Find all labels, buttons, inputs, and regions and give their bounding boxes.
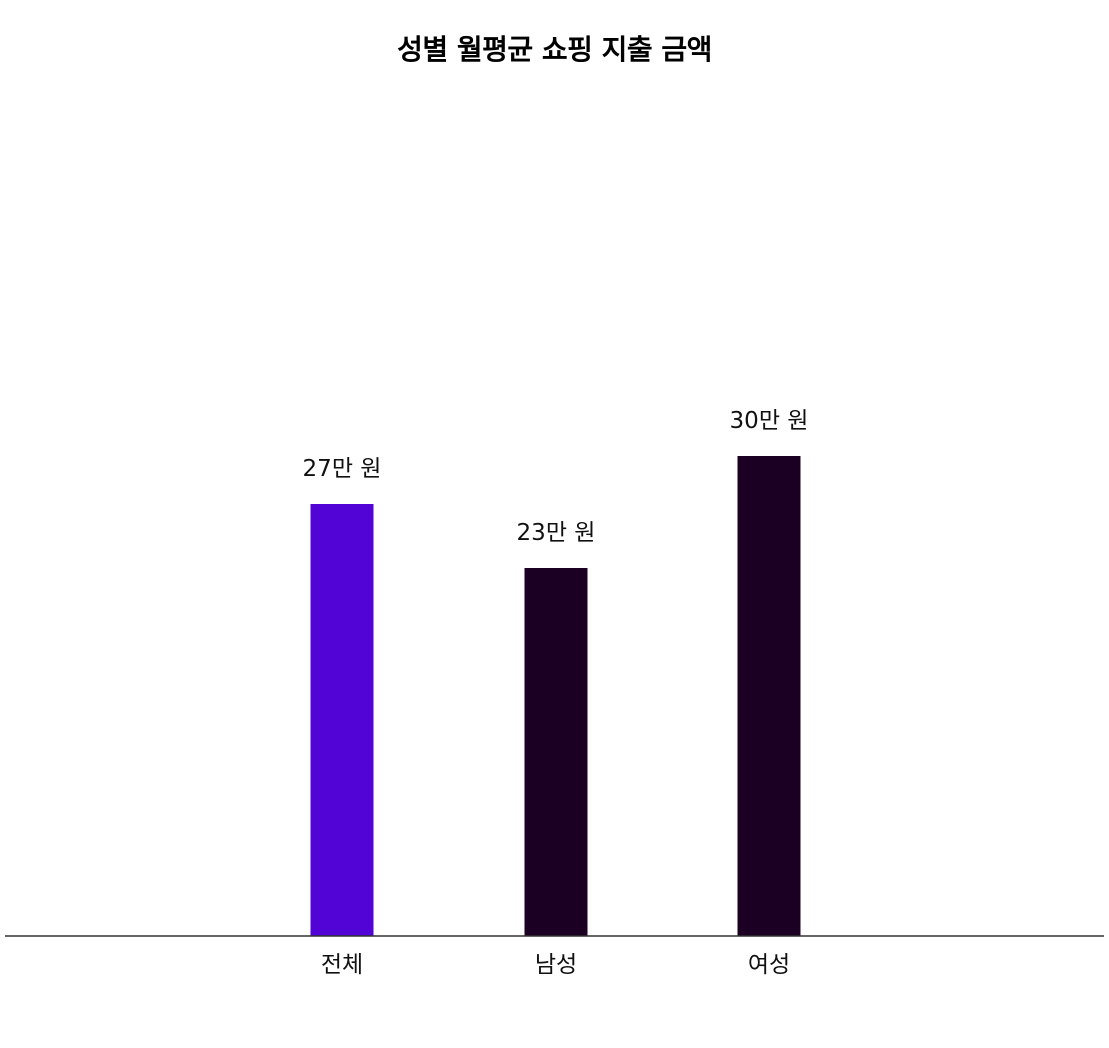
x-tick-label-3: 여성 (748, 952, 790, 978)
data-label-2: 23만 원 (517, 520, 596, 546)
bar-2 (524, 568, 588, 936)
data-label-1: 27만 원 (303, 456, 382, 482)
data-labels-layer: 27만 원 23만 원 30만 원 (303, 408, 809, 546)
data-label-3: 30만 원 (730, 408, 809, 434)
x-tick-label-2: 남성 (535, 952, 577, 978)
x-tick-label-1: 전체 (321, 952, 363, 978)
bars-layer (310, 456, 801, 936)
bar-3 (737, 456, 801, 936)
x-tick-labels-layer: 전체 남성 여성 (321, 952, 790, 978)
bar-1 (310, 504, 374, 936)
chart-title: 성별 월평균 쇼핑 지출 금액 (397, 33, 712, 66)
